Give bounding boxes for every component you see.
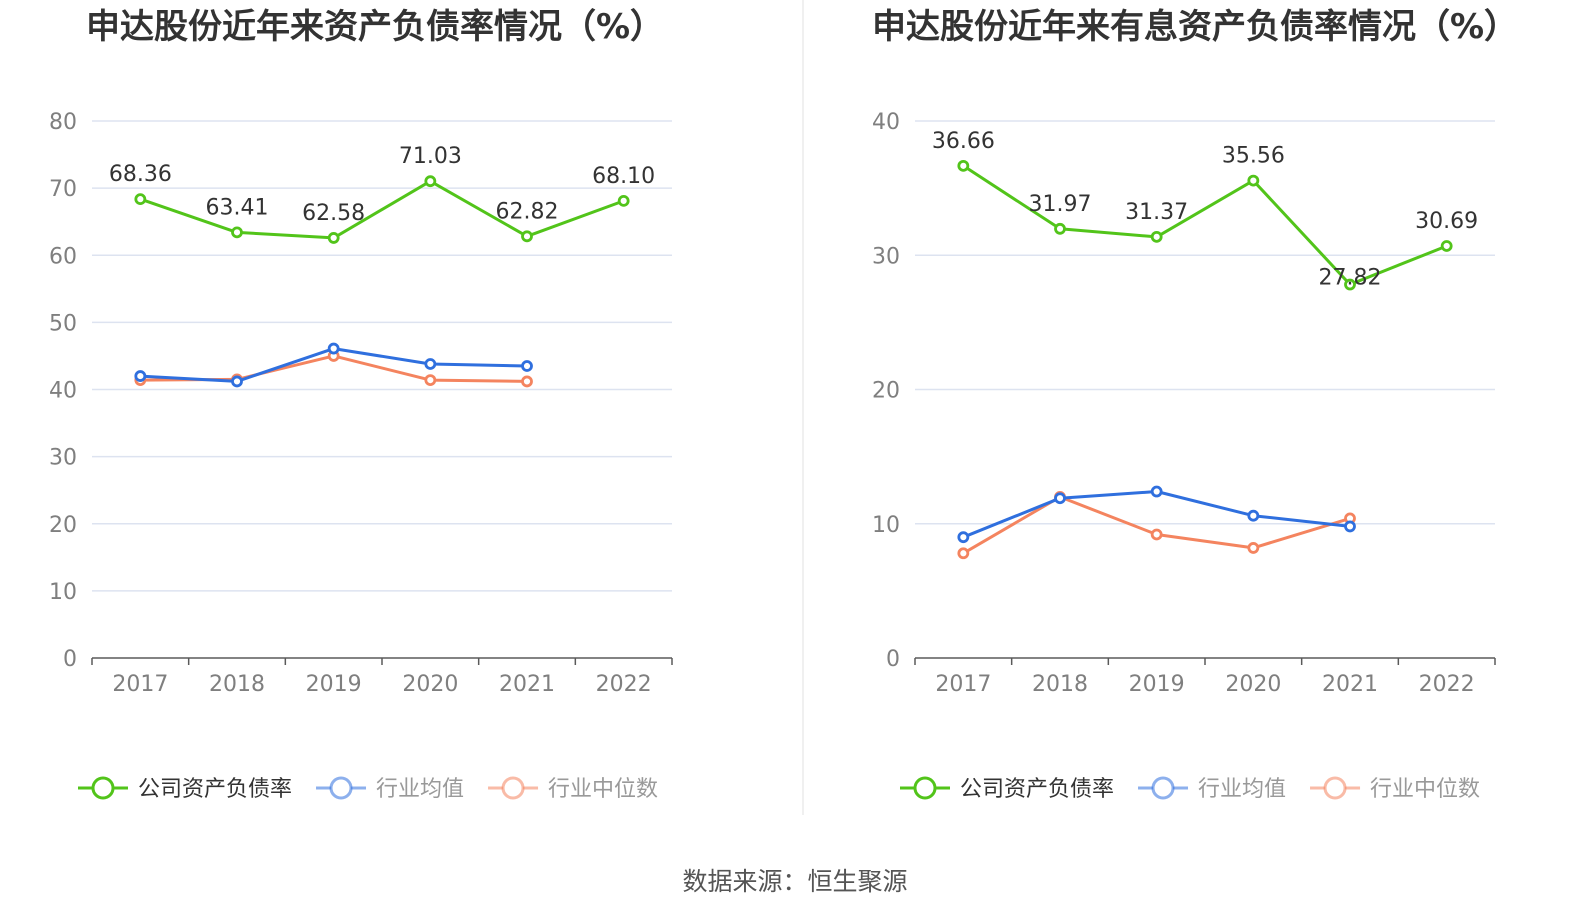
chart2-point <box>1054 222 1066 235</box>
chart1-point <box>424 175 437 188</box>
chart2-xtick-label: 2021 <box>1322 672 1378 697</box>
data-source: 数据来源：恒生聚源 <box>682 867 907 896</box>
chart1-point <box>134 193 147 206</box>
chart1-point <box>424 374 437 387</box>
chart1-point <box>327 232 340 244</box>
chart1-data-label: 62.82 <box>496 199 559 224</box>
chart2-point <box>1150 230 1163 243</box>
chart1-xtick-label: 2018 <box>209 672 265 697</box>
chart2-point <box>1247 174 1260 187</box>
chart2-point <box>957 159 970 172</box>
chart1-ytick-label: 50 <box>49 311 77 336</box>
chart1-data-label: 68.36 <box>109 162 172 187</box>
chart1-ytick-label: 0 <box>63 647 77 672</box>
chart2-point <box>1344 278 1356 291</box>
chart1-data-label: 63.41 <box>206 195 269 220</box>
chart1-point <box>617 194 630 207</box>
chart2-point <box>957 547 970 560</box>
chart2-title: 申达股份近年来有息资产负债率情况（%） <box>872 7 1518 47</box>
chart1-legend-marker <box>91 776 115 800</box>
chart1-ytick-label: 30 <box>49 446 77 471</box>
chart2-legend-marker <box>913 776 937 800</box>
chart1-point <box>327 342 340 355</box>
chart2-legend-marker <box>1323 776 1347 800</box>
chart2-ytick-label: 10 <box>872 513 900 538</box>
chart1-xtick-label: 2019 <box>306 672 362 697</box>
chart1-ytick-label: 60 <box>49 244 77 269</box>
chart2-point <box>1440 240 1453 252</box>
chart2-ytick-label: 30 <box>872 244 900 269</box>
chart2-legend-label: 公司资产负债率 <box>960 777 1114 802</box>
chart1-ytick-label: 10 <box>49 580 77 605</box>
chart2-xtick-label: 2022 <box>1419 672 1475 697</box>
chart2-legend-label: 行业均值 <box>1198 777 1286 802</box>
chart1-legend-label: 行业均值 <box>376 777 464 802</box>
chart1-point <box>521 230 533 243</box>
chart2-point <box>1054 492 1066 505</box>
chart1-title: 申达股份近年来资产负债率情况（%） <box>86 7 664 47</box>
chart1-series-line-1 <box>139 179 625 240</box>
chart1-data-label: 68.10 <box>592 164 655 189</box>
chart2-data-label: 27.82 <box>1319 266 1382 291</box>
chart2-xtick-label: 2018 <box>1032 672 1088 697</box>
chart2-legend-marker <box>1151 776 1175 800</box>
chart1-point <box>521 375 533 388</box>
chart2-data-label: 35.56 <box>1222 144 1285 169</box>
chart2-xtick-label: 2019 <box>1129 672 1185 697</box>
chart1-ytick-label: 20 <box>49 513 77 538</box>
chart1-point <box>134 370 147 382</box>
chart2-data-label: 31.37 <box>1125 200 1188 225</box>
chart1-legend-marker <box>501 776 525 800</box>
chart1-ytick-label: 40 <box>49 379 77 404</box>
chart2-xtick-label: 2017 <box>935 672 991 697</box>
chart1-legend-label: 行业中位数 <box>548 777 658 802</box>
chart2-data-label: 31.97 <box>1029 192 1092 217</box>
chart1-xtick-label: 2021 <box>499 672 555 697</box>
chart1-legend-marker <box>329 776 353 800</box>
chart2-point <box>1344 520 1356 533</box>
chart1-xtick-label: 2017 <box>112 672 168 697</box>
chart1-data-label: 62.58 <box>302 201 365 226</box>
chart2-data-label: 30.69 <box>1415 209 1478 234</box>
chart2-point <box>1247 542 1260 554</box>
chart2-ytick-label: 40 <box>872 110 900 135</box>
chart1-xtick-label: 2020 <box>402 672 458 697</box>
chart1-point <box>424 358 437 370</box>
chart2-point <box>1150 528 1163 541</box>
chart1-legend-label: 公司资产负债率 <box>138 777 292 802</box>
chart2-point <box>1150 485 1163 498</box>
chart2-data-label: 36.66 <box>932 129 995 154</box>
chart2-legend-label: 行业中位数 <box>1370 777 1480 802</box>
chart1-point <box>231 375 243 388</box>
chart1-data-label: 71.03 <box>399 144 462 169</box>
chart1-ytick-label: 70 <box>49 177 77 202</box>
chart2-ytick-label: 0 <box>886 647 900 672</box>
chart2-ytick-label: 20 <box>872 379 900 404</box>
chart2-xtick-label: 2020 <box>1225 672 1281 697</box>
chart2-point <box>1247 509 1260 522</box>
chart1-ytick-label: 80 <box>49 110 77 135</box>
chart2-series-line-3 <box>962 495 1351 555</box>
chart1-point <box>231 226 243 239</box>
chart1-xtick-label: 2022 <box>596 672 652 697</box>
chart2-series-line-1 <box>962 164 1448 286</box>
chart2-point <box>957 531 970 544</box>
chart1-point <box>521 360 533 372</box>
